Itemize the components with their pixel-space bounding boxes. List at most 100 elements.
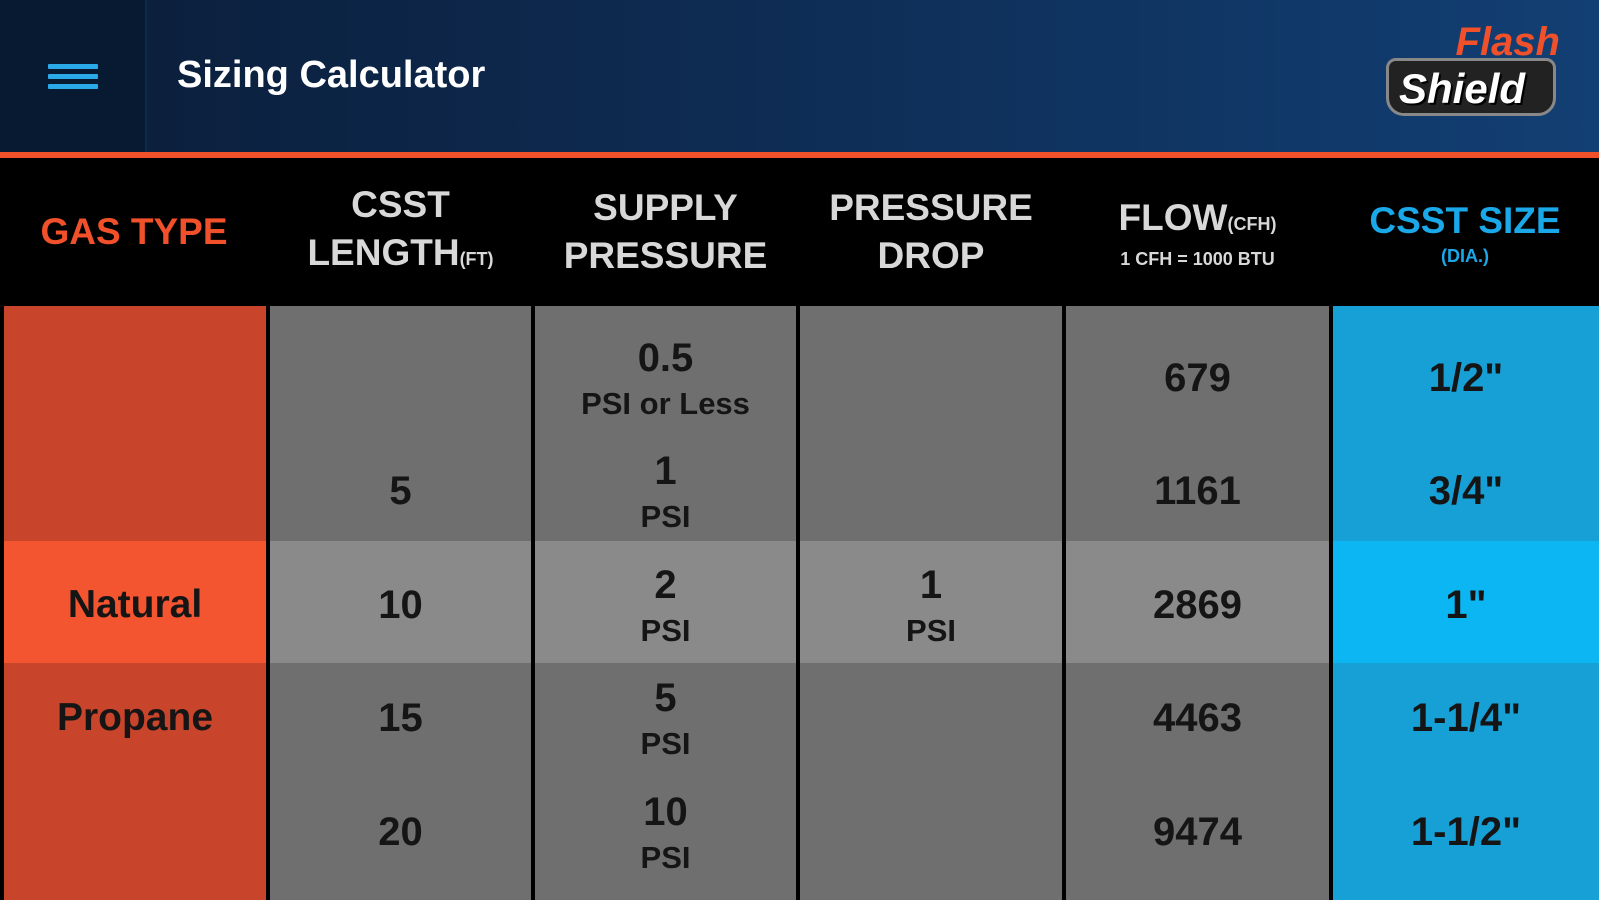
page-title: Sizing Calculator [177, 54, 486, 96]
option-pressure-drop[interactable] [800, 321, 1062, 434]
option-value: 20 [378, 809, 423, 854]
column-band [1066, 306, 1329, 541]
option-csst-size[interactable]: 1/2" [1333, 321, 1599, 434]
option-value: 2869 [1153, 582, 1242, 627]
header-unit: (CFH) [1227, 214, 1277, 234]
option-value: 1-1/4" [1410, 695, 1522, 740]
menu-button[interactable] [0, 0, 147, 152]
column-pressure-drop: 1 PSI [800, 306, 1062, 900]
column-band [270, 306, 531, 541]
column-band [4, 663, 266, 900]
column-supply-pressure: 0.5 PSI or Less 1 PSI 2 PSI 5 PSI 10 PSI [535, 306, 796, 900]
option-value: 1" [1445, 582, 1487, 627]
option-value: Natural [67, 582, 203, 626]
header-label: SUPPLY [593, 187, 738, 228]
option-value: 5 [654, 675, 677, 720]
option-csst-size[interactable]: 1" [1333, 548, 1599, 661]
option-csst-size[interactable]: 3/4" [1333, 434, 1599, 547]
header-note: 1 CFH = 1000 BTU [1120, 249, 1275, 269]
option-pressure-drop[interactable]: 1 PSI [800, 548, 1062, 661]
option-value: 10 [378, 582, 423, 627]
option-csst-length[interactable]: 5 [270, 434, 531, 547]
option-supply-pressure[interactable]: 1 PSI [535, 434, 796, 547]
option-supply-pressure[interactable]: 5 PSI [535, 661, 796, 774]
header-label: GAS TYPE [40, 211, 228, 252]
header-label: FLOW [1118, 197, 1228, 238]
shield-icon: Shield [1386, 58, 1556, 116]
option-gas-type[interactable]: Propane [4, 661, 266, 774]
option-value: 4463 [1153, 695, 1242, 740]
column-band [270, 663, 531, 900]
option-supply-pressure[interactable]: 2 PSI [535, 548, 796, 661]
option-value: 3/4" [1428, 468, 1504, 513]
option-flow[interactable]: 1161 [1066, 434, 1329, 547]
divider [0, 152, 1599, 158]
flash-shield-logo: Flash Shield [1380, 20, 1580, 130]
column-band [535, 541, 796, 663]
option-value: Propane [56, 695, 214, 739]
column-band [1066, 541, 1329, 663]
column-band [1333, 306, 1599, 541]
option-gas-type[interactable] [4, 434, 266, 547]
column-csst-size: 1/2" 3/4" 1" 1-1/4" 1-1/2" [1333, 306, 1599, 900]
option-value: 1 [919, 562, 943, 607]
option-value: 5 [389, 468, 412, 513]
header-note: (DIA.) [1441, 246, 1489, 266]
header-csst-size: CSST SIZE (DIA.) [1331, 158, 1599, 306]
option-gas-type[interactable] [4, 321, 266, 434]
header-unit: (FT) [459, 249, 494, 269]
header-label: CSST SIZE [1369, 200, 1561, 241]
option-supply-pressure[interactable]: 10 PSI [535, 775, 796, 888]
column-band [800, 541, 1062, 663]
column-gas-type: Natural Propane [4, 306, 266, 900]
option-unit: PSI [640, 612, 691, 648]
option-csst-length[interactable]: 10 [270, 548, 531, 661]
column-band [1333, 541, 1599, 663]
header-label: PRESSURE [563, 235, 768, 276]
option-unit: PSI [906, 612, 956, 648]
option-value: 1 [654, 448, 677, 493]
hamburger-menu-icon [47, 59, 98, 94]
option-pressure-drop[interactable] [800, 434, 1062, 547]
header-supply-pressure: SUPPLY PRESSURE [533, 158, 798, 306]
option-value: 0.5 [637, 335, 694, 380]
option-flow[interactable]: 2869 [1066, 548, 1329, 661]
option-value: 1/2" [1428, 355, 1504, 400]
column-band [4, 541, 266, 663]
option-csst-length[interactable] [270, 321, 531, 434]
logo-flash: Flash [1455, 20, 1560, 64]
column-band [270, 541, 531, 663]
option-flow[interactable]: 9474 [1066, 775, 1329, 888]
column-band [535, 306, 796, 541]
app-bar: Sizing Calculator Flash Shield [0, 0, 1599, 152]
header-csst-length: CSST LENGTH(FT) [268, 158, 533, 306]
option-csst-length[interactable]: 20 [270, 775, 531, 888]
option-value: 679 [1164, 355, 1231, 400]
option-value: 2 [654, 562, 677, 607]
option-value: 1-1/2" [1410, 809, 1522, 854]
option-csst-size[interactable]: 1-1/2" [1333, 775, 1599, 888]
option-pressure-drop[interactable] [800, 661, 1062, 774]
option-unit: PSI [640, 498, 691, 534]
header-flow: FLOW(CFH) 1 CFH = 1000 BTU [1064, 158, 1331, 306]
option-unit: PSI [640, 839, 691, 875]
option-supply-pressure[interactable]: 0.5 PSI or Less [535, 321, 796, 434]
column-band [4, 306, 266, 541]
option-gas-type[interactable] [4, 775, 266, 888]
column-csst-length: 5 10 15 20 [270, 306, 531, 900]
option-value: 15 [378, 695, 423, 740]
option-flow[interactable]: 4463 [1066, 661, 1329, 774]
column-band [535, 663, 796, 900]
column-band [800, 663, 1062, 900]
option-flow[interactable]: 679 [1066, 321, 1329, 434]
column-band [1066, 663, 1329, 900]
column-flow: 679 1161 2869 4463 9474 [1066, 306, 1329, 900]
option-gas-type[interactable]: Natural [4, 548, 266, 661]
header-label: DROP [877, 235, 985, 276]
option-unit: PSI or Less [581, 385, 750, 421]
option-value: 9474 [1153, 809, 1242, 854]
option-csst-length[interactable]: 15 [270, 661, 531, 774]
option-value: 1161 [1154, 468, 1241, 513]
option-pressure-drop[interactable] [800, 775, 1062, 888]
option-csst-size[interactable]: 1-1/4" [1333, 661, 1599, 774]
